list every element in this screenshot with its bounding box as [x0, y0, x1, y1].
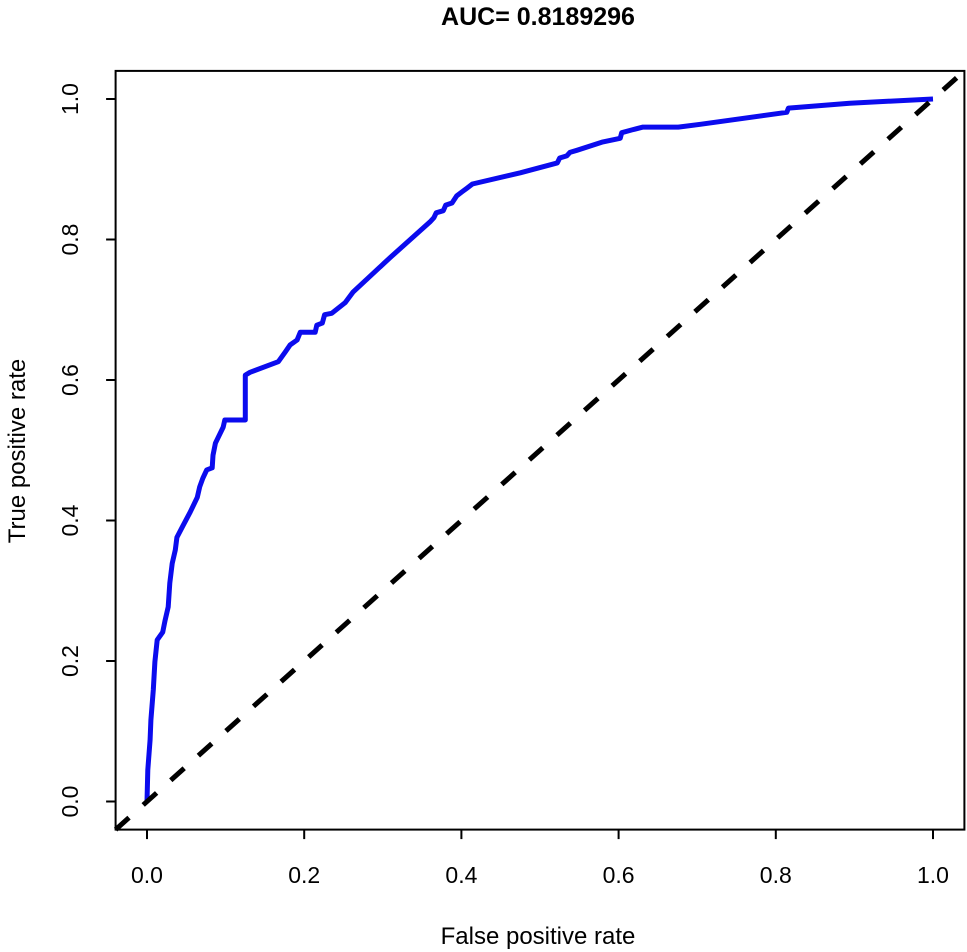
- y-tick-label: 0.4: [57, 504, 83, 536]
- y-tick-label: 0.2: [57, 645, 83, 677]
- y-tick-label: 0.6: [57, 364, 83, 396]
- x-tick-label: 0.0: [131, 862, 163, 888]
- x-tick-label: 0.4: [445, 862, 477, 888]
- chance-diagonal-line: [113, 69, 967, 832]
- y-tick-label: 1.0: [57, 83, 83, 115]
- y-axis-label: True positive rate: [4, 359, 31, 544]
- roc-curve-line: [144, 96, 934, 802]
- plot-title: AUC= 0.8189296: [441, 3, 635, 31]
- x-tick-label: 0.6: [603, 862, 635, 888]
- x-tick-label: 0.2: [288, 862, 320, 888]
- y-axis-ticks: 0.0 0.2 0.4 0.6 0.8 1.0: [57, 83, 116, 817]
- x-tick-label: 1.0: [917, 862, 949, 888]
- y-tick-label: 0.8: [57, 224, 83, 256]
- x-tick-label: 0.8: [760, 862, 792, 888]
- plot-series: [113, 69, 967, 832]
- x-axis-ticks: 0.0 0.2 0.4 0.6 0.8 1.0: [131, 829, 949, 888]
- plot-frame: [114, 69, 966, 831]
- y-tick-label: 0.0: [57, 786, 83, 818]
- x-axis-label: False positive rate: [441, 923, 636, 950]
